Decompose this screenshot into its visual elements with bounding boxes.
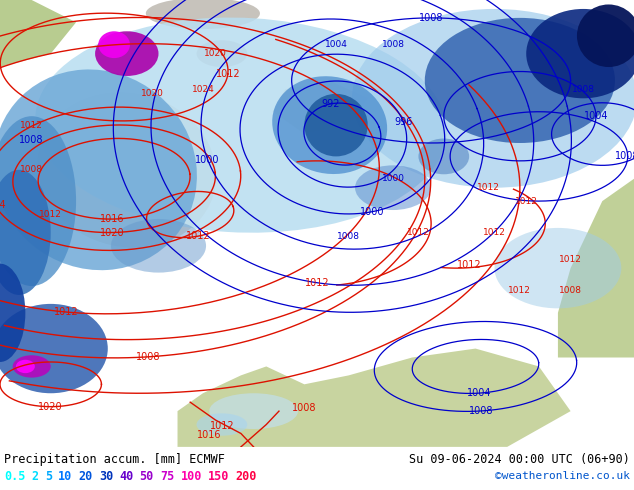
Ellipse shape bbox=[495, 228, 621, 308]
Ellipse shape bbox=[355, 165, 431, 210]
Text: 1008: 1008 bbox=[419, 13, 443, 23]
Text: 1008: 1008 bbox=[572, 85, 595, 94]
Text: 2: 2 bbox=[32, 470, 39, 483]
Ellipse shape bbox=[526, 9, 634, 98]
Ellipse shape bbox=[197, 414, 247, 436]
Ellipse shape bbox=[418, 139, 469, 174]
Text: Precipitation accum. [mm] ECMWF: Precipitation accum. [mm] ECMWF bbox=[4, 453, 225, 466]
Text: 1008: 1008 bbox=[559, 286, 582, 295]
Text: 1008: 1008 bbox=[469, 406, 493, 416]
Text: 1012: 1012 bbox=[407, 228, 430, 237]
Text: 20: 20 bbox=[79, 470, 93, 483]
Text: 150: 150 bbox=[208, 470, 230, 483]
Text: 1000: 1000 bbox=[195, 154, 220, 165]
Text: 1008: 1008 bbox=[292, 403, 316, 413]
Ellipse shape bbox=[209, 393, 298, 429]
Text: 1012: 1012 bbox=[477, 183, 500, 192]
Ellipse shape bbox=[272, 76, 387, 174]
Ellipse shape bbox=[0, 304, 108, 393]
Text: 75: 75 bbox=[160, 470, 174, 483]
Ellipse shape bbox=[577, 4, 634, 67]
Text: 992: 992 bbox=[321, 99, 340, 109]
Ellipse shape bbox=[352, 9, 634, 188]
Ellipse shape bbox=[0, 116, 76, 286]
Ellipse shape bbox=[111, 219, 206, 272]
Text: 1012: 1012 bbox=[508, 286, 531, 295]
Text: 200: 200 bbox=[236, 470, 257, 483]
Text: 1016: 1016 bbox=[197, 430, 221, 440]
Text: 1020: 1020 bbox=[100, 227, 124, 238]
Text: 50: 50 bbox=[139, 470, 154, 483]
Text: 1008: 1008 bbox=[136, 352, 160, 362]
Text: 1004: 1004 bbox=[467, 388, 491, 398]
Text: 1020: 1020 bbox=[204, 49, 227, 58]
Text: 40: 40 bbox=[119, 470, 133, 483]
Text: 10: 10 bbox=[58, 470, 72, 483]
Ellipse shape bbox=[98, 31, 130, 58]
Polygon shape bbox=[273, 80, 368, 134]
Text: 1012: 1012 bbox=[305, 278, 329, 288]
Ellipse shape bbox=[13, 355, 51, 378]
Polygon shape bbox=[0, 0, 76, 67]
Text: 1020: 1020 bbox=[141, 89, 164, 98]
Text: 1008: 1008 bbox=[19, 135, 44, 145]
Polygon shape bbox=[178, 348, 571, 447]
Ellipse shape bbox=[0, 70, 197, 270]
Text: 996: 996 bbox=[394, 118, 413, 127]
Ellipse shape bbox=[0, 264, 25, 362]
Ellipse shape bbox=[425, 18, 615, 143]
Text: 1012: 1012 bbox=[20, 121, 43, 130]
Text: 100: 100 bbox=[181, 470, 202, 483]
Ellipse shape bbox=[197, 40, 247, 67]
Text: 0.5: 0.5 bbox=[4, 470, 25, 483]
Ellipse shape bbox=[0, 170, 51, 295]
Text: 1024: 1024 bbox=[191, 85, 214, 94]
Text: 1012: 1012 bbox=[559, 255, 582, 264]
Ellipse shape bbox=[304, 94, 368, 156]
Text: 1012: 1012 bbox=[186, 231, 210, 241]
Text: Su 09-06-2024 00:00 UTC (06+90): Su 09-06-2024 00:00 UTC (06+90) bbox=[409, 453, 630, 466]
Text: 1020: 1020 bbox=[39, 402, 63, 412]
Text: 1012: 1012 bbox=[39, 210, 62, 219]
Text: 1012: 1012 bbox=[483, 228, 506, 237]
Text: 1012: 1012 bbox=[53, 307, 78, 317]
Text: 1008: 1008 bbox=[20, 165, 43, 174]
Ellipse shape bbox=[36, 18, 446, 233]
Text: 1008: 1008 bbox=[382, 40, 404, 49]
Text: 1008: 1008 bbox=[616, 151, 634, 161]
Text: 1000: 1000 bbox=[382, 174, 404, 183]
Ellipse shape bbox=[146, 0, 260, 29]
Text: 1004: 1004 bbox=[325, 40, 347, 49]
Text: 1008: 1008 bbox=[337, 232, 360, 242]
Ellipse shape bbox=[95, 31, 158, 76]
Text: 1024: 1024 bbox=[0, 200, 7, 210]
Polygon shape bbox=[558, 179, 634, 358]
Text: 1012: 1012 bbox=[457, 260, 481, 270]
Text: 1012: 1012 bbox=[515, 196, 538, 206]
Text: 30: 30 bbox=[99, 470, 113, 483]
Text: 1012: 1012 bbox=[210, 421, 234, 431]
Ellipse shape bbox=[37, 92, 216, 247]
Text: ©weatheronline.co.uk: ©weatheronline.co.uk bbox=[495, 471, 630, 481]
Text: 1004: 1004 bbox=[584, 111, 608, 121]
Text: 1000: 1000 bbox=[359, 207, 384, 217]
Text: 5: 5 bbox=[45, 470, 52, 483]
Text: 1016: 1016 bbox=[100, 214, 125, 224]
Text: 1012: 1012 bbox=[216, 69, 240, 79]
Ellipse shape bbox=[16, 360, 35, 373]
